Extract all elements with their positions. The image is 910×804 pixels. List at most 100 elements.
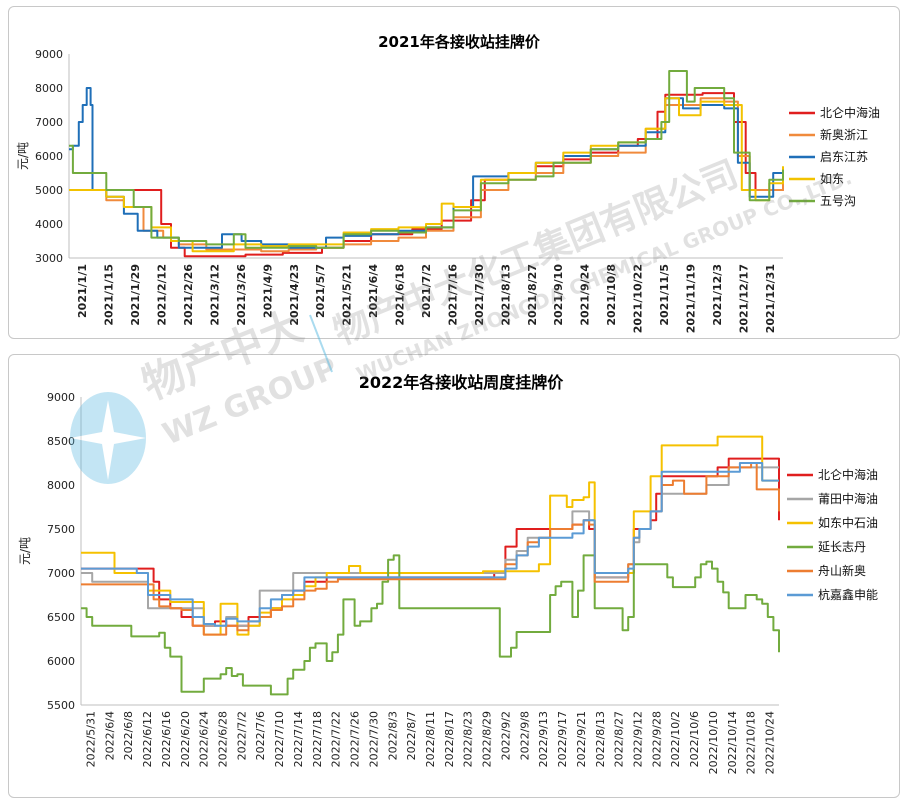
x-tick-label: 2022/6/24 [198,711,211,767]
x-tick-label: 2021/6/18 [394,264,407,326]
x-tick-label: 2022/6/16 [160,711,173,767]
legend-entry: 延长志丹 [818,540,866,554]
y-tick-label: 4000 [35,218,63,231]
legend-entry: 北仑中海油 [820,105,880,120]
legend-entry: 新奥浙江 [820,127,868,142]
x-tick-label: 2021/10/8 [605,264,618,326]
x-tick-label: 2021/11/19 [684,264,697,333]
y-tick-label: 8500 [47,435,75,448]
x-tick-label: 2021/3/12 [208,264,221,326]
x-tick-label: 2022/8/7 [405,711,418,760]
y-tick-label: 8000 [47,479,75,492]
x-tick-label: 2021/5/21 [341,264,354,326]
x-tick-label: 2021/12/3 [711,264,724,326]
x-tick-label: 2022/9/2 [499,711,512,760]
legend-entry: 杭嘉鑫申能 [818,587,878,602]
chart-title: 2022年各接收站周度挂牌价 [359,373,565,392]
x-tick-label: 2021/11/5 [658,264,671,326]
x-tick-label: 2021/4/23 [288,264,301,326]
x-tick-label: 2022/9/17 [556,711,569,767]
x-tick-label: 2022/7/26 [349,711,362,767]
legend-entry: 如东中石油 [818,515,878,530]
series-line-4 [69,70,784,249]
x-tick-label: 2021/7/16 [446,264,459,326]
x-tick-label: 2021/2/26 [182,264,195,326]
x-tick-label: 2022/8/17 [443,711,456,767]
y-tick-label: 5500 [47,699,75,712]
x-tick-label: 2021/2/12 [156,264,169,326]
chart-title: 2021年各接收站挂牌价 [378,33,541,51]
y-tick-label: 7000 [35,116,63,129]
x-tick-label: 2022/10/2 [669,711,682,767]
y-tick-label: 7500 [47,523,75,536]
series-line-4 [81,462,780,636]
y-tick-label: 6000 [35,150,63,163]
x-tick-label: 2021/8/13 [499,264,512,326]
y-tick-label: 9000 [35,48,63,61]
y-tick-label: 9000 [47,391,75,404]
x-tick-label: 2022/5/31 [84,711,97,767]
x-tick-label: 2022/10/14 [726,711,739,774]
chart-panel-2021: 2021年各接收站挂牌价元/吨 3000 4000 5000 6000 7000 8000 9… [8,6,900,339]
x-tick-label: 2022/6/20 [179,711,192,767]
x-tick-label: 2021/3/26 [235,264,248,326]
x-tick-label: 2022/8/29 [481,711,494,767]
x-tick-label: 2021/9/24 [579,264,592,326]
x-tick-label: 2021/1/29 [129,264,142,326]
x-tick-label: 2021/12/17 [737,264,750,333]
x-tick-label: 2021/5/7 [314,264,327,318]
x-tick-label: 2022/7/30 [367,711,380,767]
x-tick-label: 2022/10/24 [764,711,777,774]
y-axis-label: 元/吨 [18,537,32,565]
legend-entry: 北仑中海油 [818,467,878,482]
x-tick-label: 2022/7/22 [330,711,343,767]
x-tick-label: 2022/9/13 [537,711,550,767]
x-tick-label: 2022/6/4 [103,711,116,760]
x-tick-label: 2022/8/23 [462,711,475,767]
legend-entry: 五号沟 [820,194,856,208]
series-line-3 [81,554,780,696]
x-tick-label: 2022/9/12 [632,711,645,767]
x-tick-label: 2021/7/2 [420,264,433,318]
chart-panel-2022: 2022年各接收站周度挂牌价 元/吨 5500 6000 6500 7000 7500 800… [8,354,900,798]
series-line-0 [81,457,780,627]
x-tick-label: 2022/7/10 [273,711,286,767]
y-tick-label: 6500 [47,611,75,624]
x-tick-label: 2021/9/10 [552,264,565,326]
x-tick-label: 2022/9/8 [518,711,531,760]
legend-entry: 莆田中海油 [818,491,878,506]
x-tick-label: 2022/8/27 [613,711,626,767]
x-tick-label: 2021/1/15 [103,264,116,326]
x-tick-label: 2021/7/30 [473,264,486,326]
x-tick-label: 2022/7/18 [311,711,324,767]
x-tick-label: 2022/8/13 [594,711,607,767]
x-tick-label: 2021/1/1 [76,264,89,318]
x-tick-label: 2022/10/18 [745,711,758,774]
x-tick-label: 2022/6/28 [216,711,229,767]
x-tick-label: 2021/10/22 [632,264,645,333]
x-tick-label: 2022/6/12 [141,711,154,767]
series-line-5 [81,462,779,627]
y-axis-label: 元/吨 [16,142,30,170]
x-tick-label: 2022/7/14 [292,711,305,767]
x-tick-label: 2022/7/6 [254,711,267,760]
x-tick-label: 2021/4/9 [261,264,274,318]
legend-entry: 如东 [820,171,844,186]
y-tick-label: 6000 [47,655,75,668]
x-tick-label: 2021/8/27 [526,264,539,326]
x-tick-label: 2022/10/6 [688,711,701,767]
y-tick-label: 3000 [35,252,63,265]
x-tick-label: 2022/6/8 [122,711,135,760]
y-tick-label: 5000 [35,184,63,197]
x-tick-label: 2021/6/4 [367,264,380,318]
x-tick-label: 2022/9/21 [575,711,588,767]
x-tick-label: 2022/10/10 [707,711,720,774]
legend-entry: 舟山新奥 [818,563,866,578]
x-tick-label: 2022/7/2 [235,711,248,760]
x-tick-label: 2022/8/3 [386,711,399,760]
y-tick-label: 8000 [35,82,63,95]
x-tick-label: 2022/8/11 [424,711,437,767]
x-tick-label: 2021/12/31 [764,264,777,333]
